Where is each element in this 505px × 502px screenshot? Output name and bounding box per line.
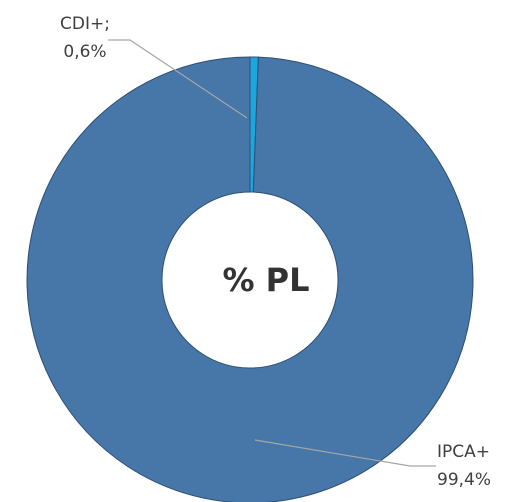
center-label: % PL [222, 261, 309, 299]
donut-slice [26, 56, 474, 502]
category-label: IPCA+ [437, 442, 490, 462]
leader-line [254, 439, 436, 467]
value-label: 99,4% [437, 470, 491, 490]
value-label: 0,6% [63, 42, 106, 62]
category-label: CDI+; [60, 14, 110, 34]
leader-line [108, 39, 248, 119]
